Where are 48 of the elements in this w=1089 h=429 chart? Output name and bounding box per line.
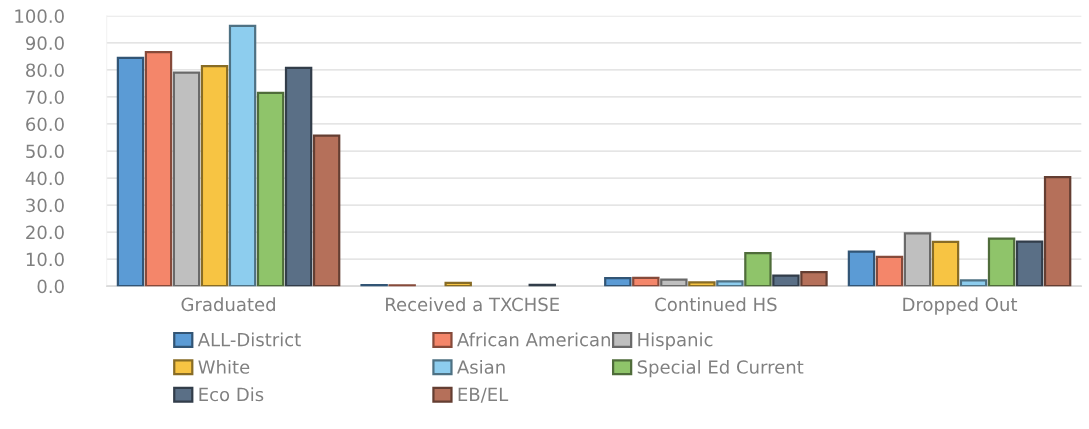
bar (172, 71, 201, 287)
bar (959, 279, 988, 287)
y-tick-label: 60.0 (26, 117, 64, 132)
x-tick-label: Continued HS (655, 297, 777, 312)
y-tick-label: 40.0 (25, 171, 64, 186)
y-tick-label: 70.0 (26, 90, 64, 105)
bar (847, 250, 876, 287)
bar (1015, 240, 1044, 287)
bar (444, 281, 472, 287)
bar (200, 65, 229, 287)
bar (875, 255, 904, 287)
bar (903, 232, 932, 287)
bar (312, 134, 341, 287)
bar (660, 278, 688, 287)
bar (800, 270, 828, 287)
bar (116, 56, 145, 287)
x-tick-label: Graduated (181, 297, 275, 312)
y-tick-label: 50.0 (26, 144, 64, 159)
legend-label: Asian (457, 359, 505, 374)
bar (744, 252, 772, 287)
bar (716, 280, 744, 287)
y-tick-label: 90.0 (25, 36, 64, 51)
y-tick-label: 100.0 (15, 9, 64, 23)
y-tick-label: 30.0 (26, 198, 64, 213)
bar (772, 274, 800, 287)
bar (987, 237, 1016, 287)
legend-label: Eco Dis (199, 387, 264, 402)
x-tick-label: Dropped Out (903, 297, 1018, 315)
bar (284, 66, 313, 287)
legend-label: ALL-District (197, 332, 301, 347)
y-tick-label: 0.0 (37, 279, 64, 294)
y-tick-label: 20.0 (26, 225, 64, 240)
bar (256, 91, 285, 287)
bar (604, 276, 632, 287)
legend-label: Hispanic (638, 332, 713, 350)
bar (632, 276, 660, 287)
x-tick-label: Received a TXCHSE (386, 297, 559, 312)
bar (228, 24, 257, 287)
legend-label: Special Ed Current (637, 359, 804, 378)
y-tick-label: 10.0 (26, 252, 64, 267)
bar (931, 240, 960, 287)
bar (688, 281, 716, 287)
y-tick-label: 80.0 (26, 63, 64, 78)
bar (144, 50, 173, 287)
bar (1043, 176, 1072, 287)
legend-label: African American (457, 332, 610, 347)
legend-label: White (198, 359, 250, 374)
legend-label: EB/EL (458, 387, 509, 403)
